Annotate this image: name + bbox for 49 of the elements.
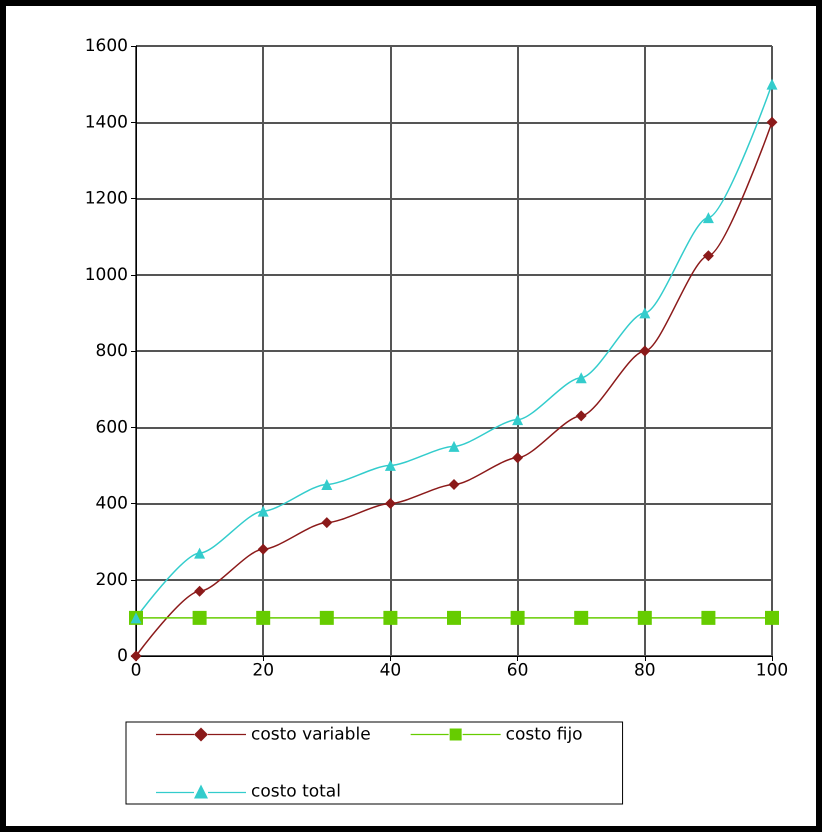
point (510, 610, 525, 625)
legend-label: costo fijo (506, 724, 583, 744)
x-tick-label: 40 (380, 660, 402, 680)
legend-label: costo total (251, 782, 341, 802)
point (320, 610, 334, 625)
point (638, 610, 652, 625)
point (448, 478, 460, 490)
point (702, 212, 714, 224)
point (639, 307, 650, 318)
x-tick-label: 0 (130, 660, 142, 680)
x-tick-label: 60 (506, 660, 528, 680)
point (576, 372, 587, 384)
point (194, 586, 206, 597)
point (512, 414, 524, 426)
x-tick-label: 80 (634, 660, 656, 680)
point (194, 548, 206, 559)
point (576, 410, 587, 422)
legend-label: costo variable (251, 724, 371, 744)
point (321, 478, 332, 490)
point (574, 610, 588, 625)
point (512, 452, 524, 464)
point (701, 610, 716, 625)
point (384, 498, 396, 509)
y-tick-label: 1000 (84, 264, 128, 285)
point (448, 440, 460, 452)
point (384, 460, 396, 471)
y-tick-label: 600 (96, 417, 128, 438)
point (130, 650, 142, 662)
y-tick-label: 400 (96, 494, 128, 514)
point (258, 544, 269, 555)
y-tick-label: 1600 (84, 36, 128, 56)
point (383, 610, 398, 625)
point (765, 610, 779, 625)
y-tick-label: 1200 (84, 188, 128, 208)
x-tick-label: 20 (252, 660, 274, 680)
point (447, 610, 461, 625)
y-tick-label: 0 (117, 646, 128, 666)
y-tick-label: 1400 (84, 112, 128, 132)
point (639, 346, 650, 356)
y-tick-label: 200 (96, 570, 128, 590)
y-tick-label: 800 (96, 341, 128, 361)
point (256, 610, 270, 625)
point (258, 506, 269, 517)
x-tick-label: 100 (756, 660, 788, 680)
point (766, 116, 778, 128)
point (702, 250, 714, 262)
point (321, 517, 332, 528)
point (192, 610, 207, 625)
point (766, 78, 778, 90)
